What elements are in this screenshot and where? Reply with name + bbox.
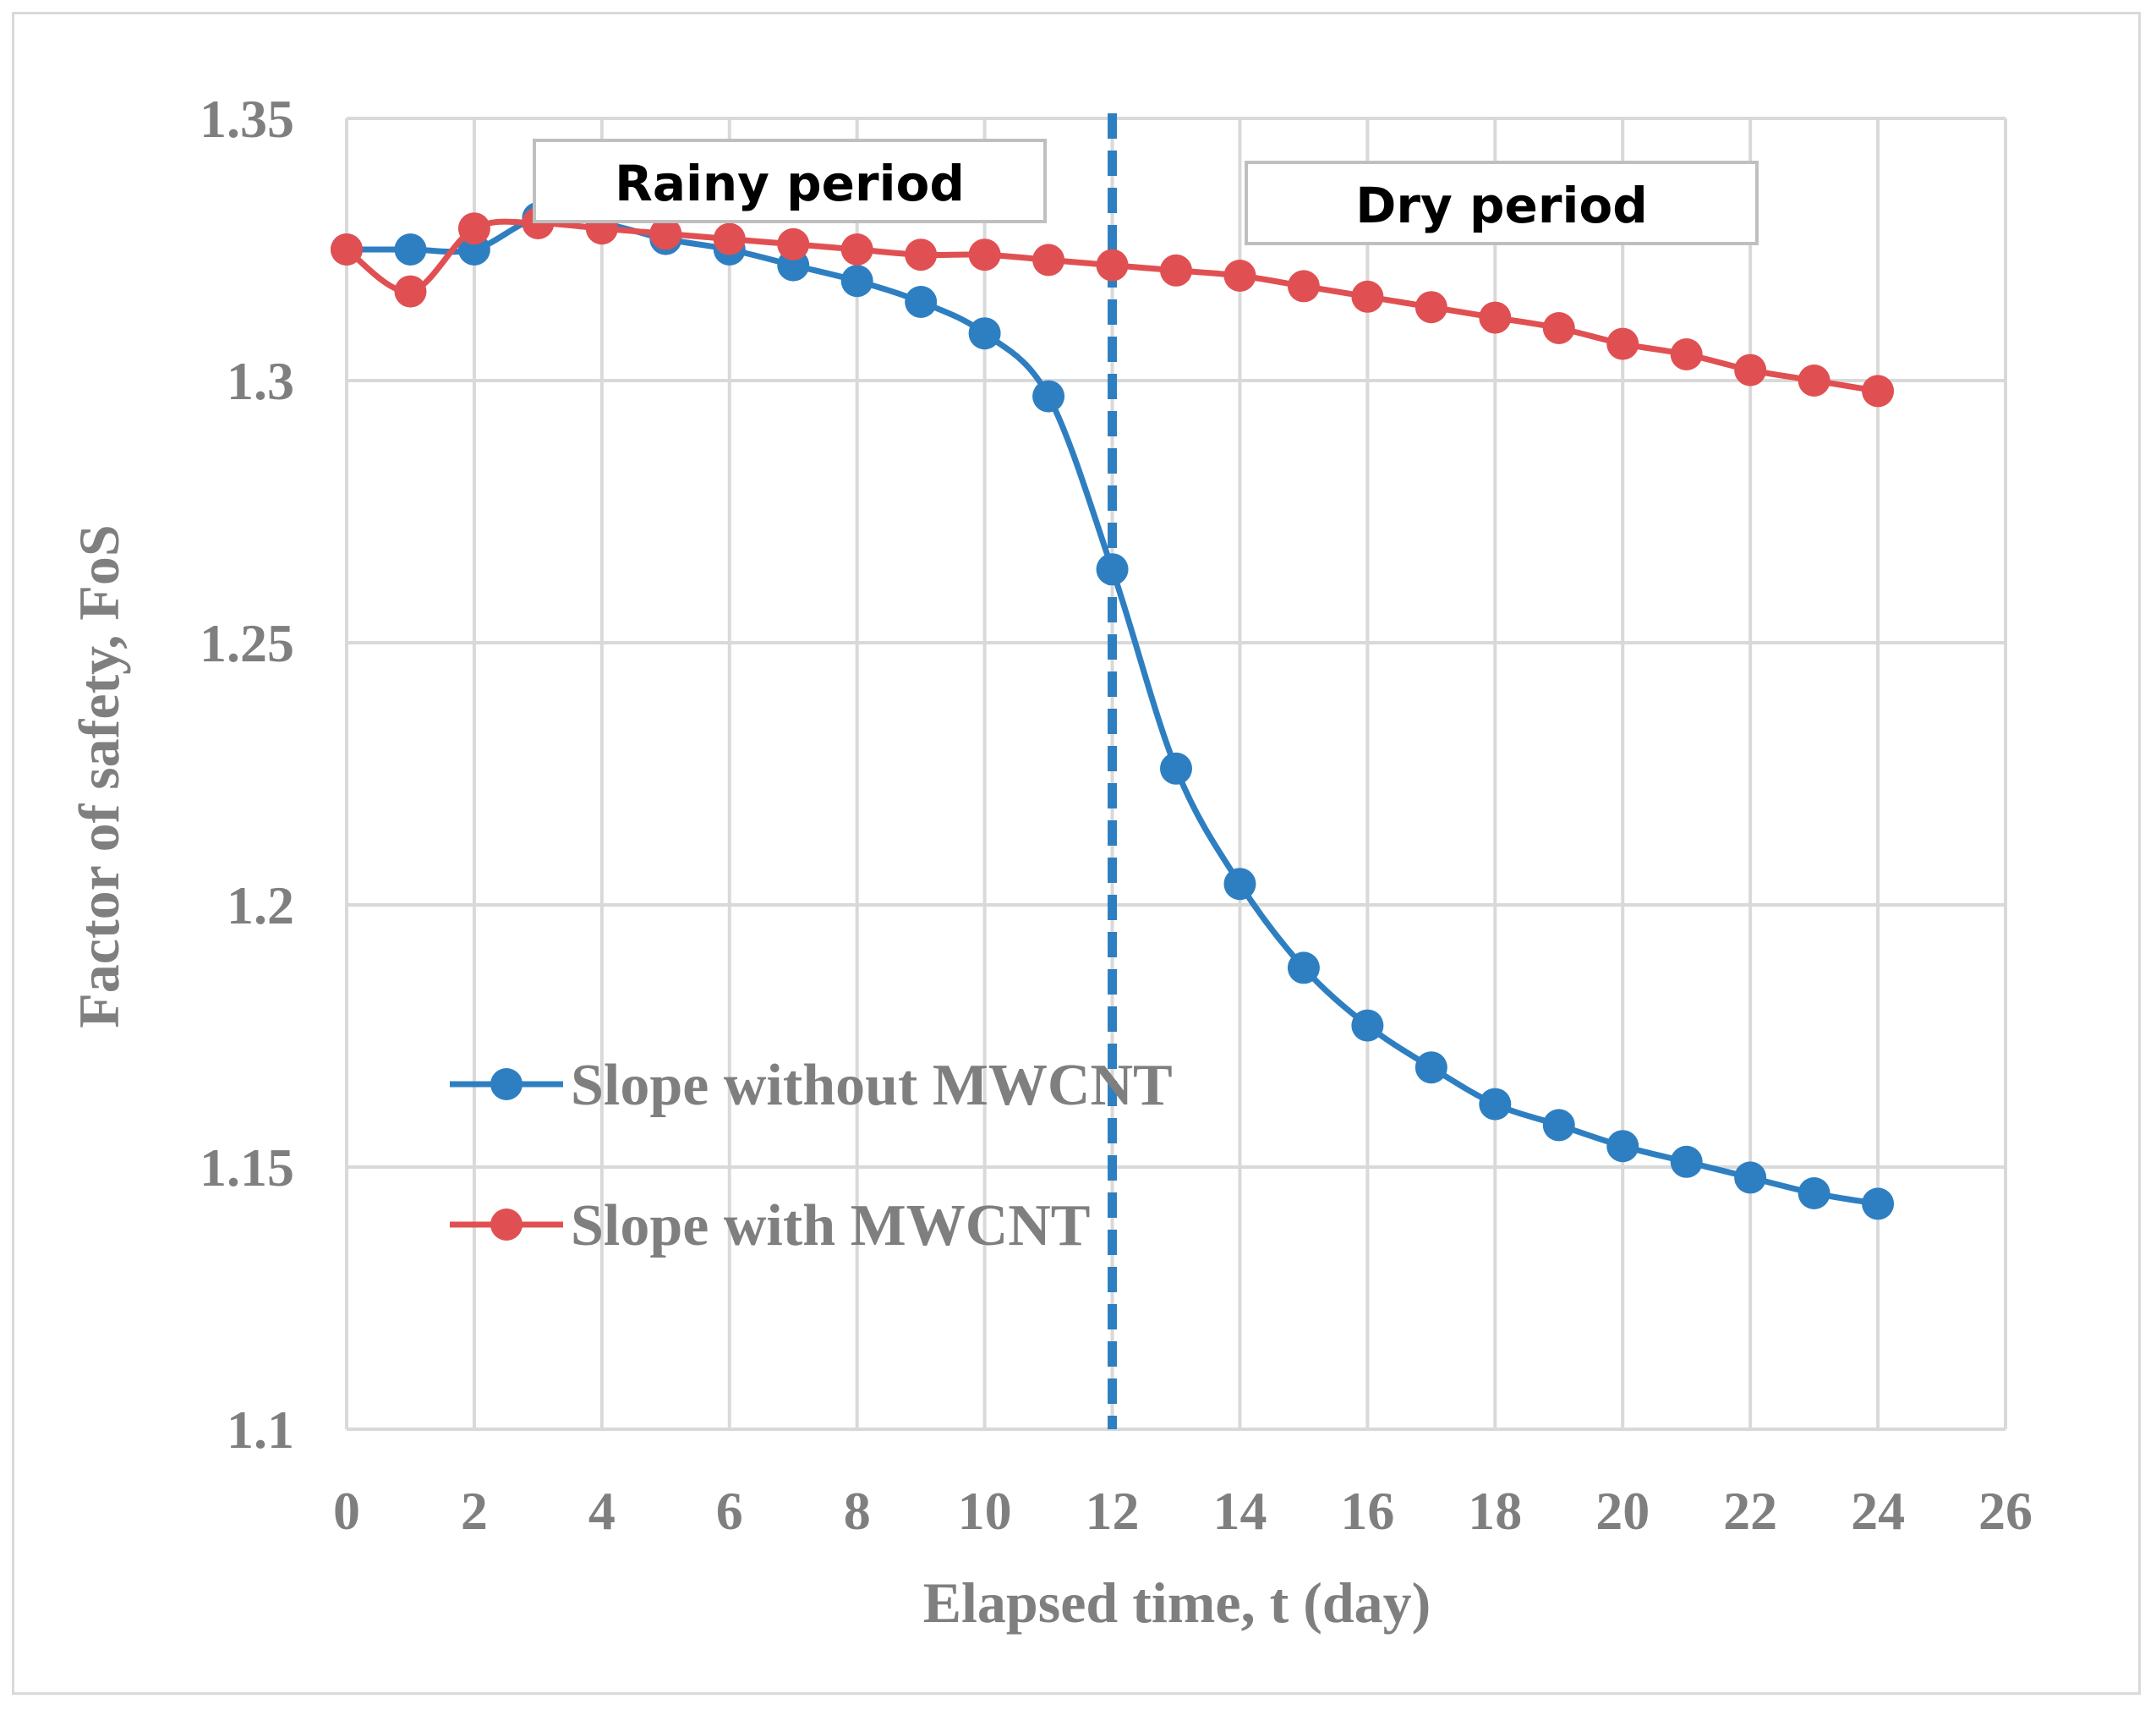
x-tick-label: 18 <box>1468 1481 1522 1541</box>
legend-marker-with <box>490 1209 523 1241</box>
data-point-0-11 <box>1032 380 1065 413</box>
data-point-1-24 <box>1862 375 1895 408</box>
y-tick-label: 1.2 <box>227 875 294 935</box>
data-point-0-10 <box>968 317 1001 350</box>
x-tick-label: 6 <box>716 1481 743 1541</box>
annotation-dry-period: Dry period <box>1245 161 1759 245</box>
x-tick-label: 22 <box>1723 1481 1777 1541</box>
x-tick-label: 20 <box>1595 1481 1650 1541</box>
annotation-dry-box <box>1245 161 1759 245</box>
legend-marker-without <box>490 1068 523 1100</box>
annotation-rainy-box <box>533 139 1047 223</box>
x-tick-label: 24 <box>1851 1481 1905 1541</box>
data-point-1-17 <box>1415 291 1447 324</box>
data-point-1-22 <box>1734 354 1767 386</box>
legend-label-without: Slope without MWCNT <box>571 1053 1173 1118</box>
y-tick-label: 1.35 <box>200 89 294 149</box>
data-point-1-20 <box>1606 327 1639 360</box>
data-point-0-13 <box>1160 752 1192 785</box>
x-tick-label: 26 <box>1978 1481 2033 1541</box>
y-tick-label: 1.1 <box>227 1400 294 1460</box>
data-point-1-15 <box>1287 270 1320 303</box>
y-tick-label: 1.3 <box>227 351 294 411</box>
data-point-1-14 <box>1223 260 1256 292</box>
data-point-1-16 <box>1351 280 1384 313</box>
legend-entry-with: Slope with MWCNT <box>450 1193 1090 1258</box>
y-tick-label: 1.25 <box>200 613 294 673</box>
data-point-1-5 <box>649 217 682 250</box>
data-point-1-9 <box>905 238 938 271</box>
annotation-rainy-label: Rainy period <box>615 155 965 212</box>
data-point-0-20 <box>1606 1130 1639 1163</box>
x-tick-label: 4 <box>588 1481 616 1541</box>
data-point-1-8 <box>840 233 873 266</box>
data-point-1-10 <box>968 238 1001 271</box>
data-point-0-1 <box>394 233 427 266</box>
data-point-0-17 <box>1415 1051 1447 1084</box>
data-point-0-19 <box>1542 1109 1575 1142</box>
data-point-1-11 <box>1032 244 1065 277</box>
data-point-1-7 <box>777 227 810 260</box>
legend-label-with: Slope with MWCNT <box>571 1193 1090 1258</box>
x-axis-title: Elapsed time, t (day) <box>923 1570 1431 1635</box>
x-tick-label: 8 <box>844 1481 871 1541</box>
data-point-0-9 <box>905 286 938 318</box>
data-point-0-22 <box>1734 1161 1767 1194</box>
data-point-1-2 <box>457 212 490 245</box>
data-point-1-23 <box>1798 364 1830 397</box>
x-tick-label: 10 <box>958 1481 1012 1541</box>
data-point-1-18 <box>1479 301 1512 334</box>
chart-frame <box>12 12 2141 1695</box>
data-point-0-8 <box>840 265 873 298</box>
tick-labels: 0 2 4 6 8 10 12 14 16 18 20 22 24 261.11.151.21.251.3… <box>200 89 2033 1541</box>
data-point-0-15 <box>1287 951 1320 984</box>
legend-entry-without: Slope without MWCNT <box>450 1053 1173 1118</box>
data-point-1-1 <box>394 275 427 308</box>
data-point-0-16 <box>1351 1009 1384 1042</box>
data-point-0-12 <box>1096 553 1129 586</box>
data-point-0-23 <box>1798 1177 1830 1209</box>
data-point-1-21 <box>1670 338 1703 370</box>
data-point-0-14 <box>1223 868 1256 901</box>
annotation-dry-label: Dry period <box>1355 177 1647 234</box>
data-point-0-24 <box>1862 1187 1895 1220</box>
annotation-rainy-period: Rainy period <box>533 139 1047 223</box>
y-axis-title: Factor of safety, FoS <box>67 524 131 1028</box>
data-point-0-21 <box>1670 1145 1703 1178</box>
data-point-1-6 <box>713 222 746 255</box>
data-point-1-19 <box>1542 312 1575 344</box>
x-tick-label: 16 <box>1340 1481 1394 1541</box>
x-tick-label: 2 <box>461 1481 488 1541</box>
x-tick-label: 12 <box>1086 1481 1140 1541</box>
data-point-0-18 <box>1479 1088 1512 1121</box>
legend: Slope without MWCNT Slope with MWCNT <box>450 1053 1173 1258</box>
data-point-1-12 <box>1096 249 1129 282</box>
x-tick-label: 14 <box>1212 1481 1267 1541</box>
x-tick-label: 0 <box>333 1481 360 1541</box>
data-point-1-0 <box>331 233 363 266</box>
y-tick-label: 1.15 <box>200 1137 294 1198</box>
data-point-1-13 <box>1160 254 1192 287</box>
